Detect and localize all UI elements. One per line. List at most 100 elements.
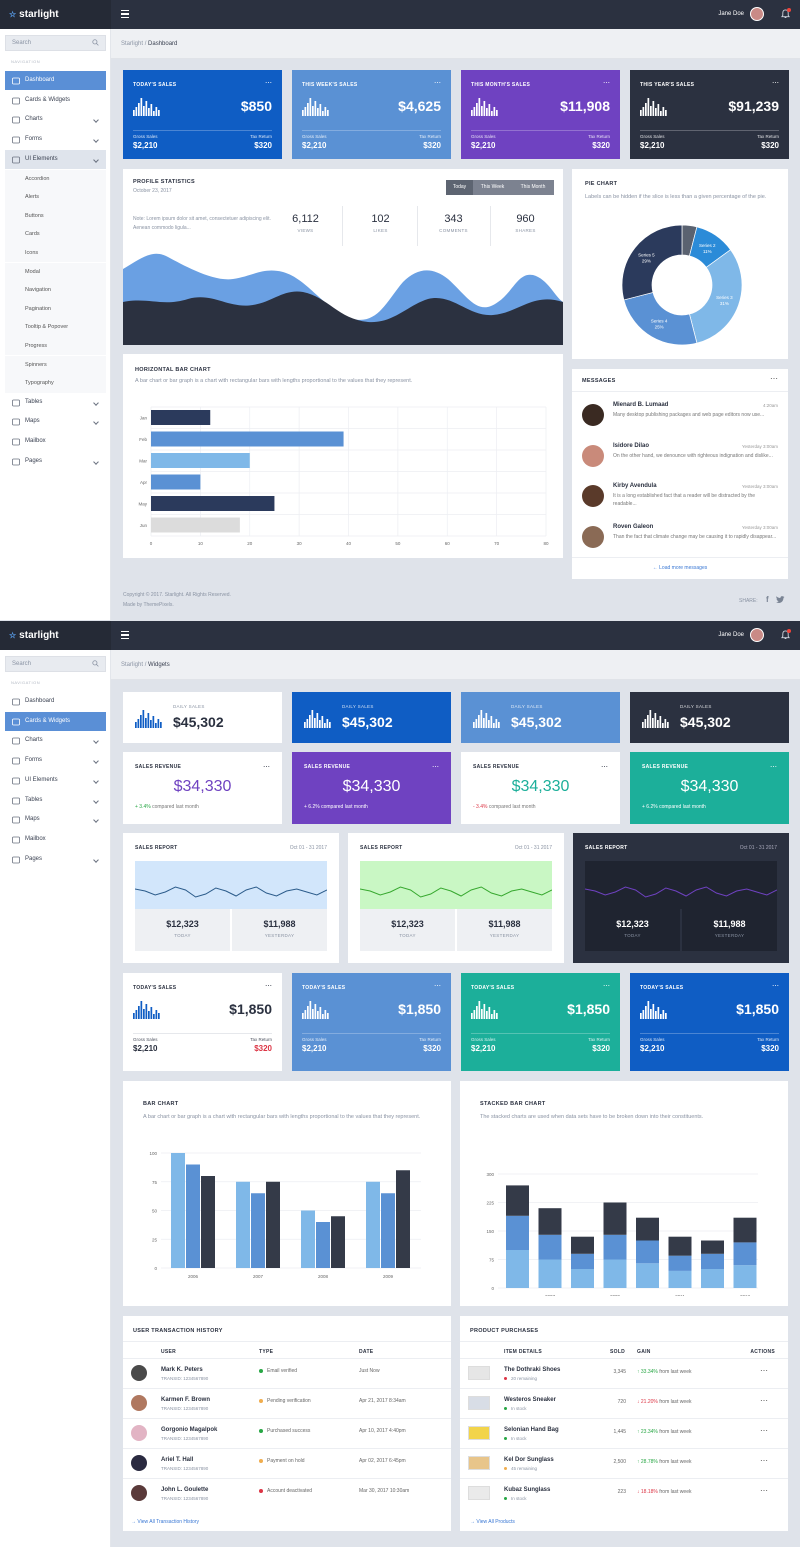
table-row[interactable]: The Dothraki Shoes 20 remaining 3,345 ↑ 33.… — [460, 1358, 788, 1388]
more-icon[interactable]: ⋯ — [434, 80, 441, 87]
sidebar-item-forms[interactable]: Forms — [5, 130, 106, 149]
logo[interactable]: ☆ starlight — [0, 621, 111, 650]
sidebar-item-maps[interactable]: Maps — [5, 810, 106, 829]
sidebar-item-mailbox[interactable]: Mailbox — [5, 432, 106, 451]
sidebar-item-tables[interactable]: Tables — [5, 791, 106, 810]
sidebar-item-pages[interactable]: Pages — [5, 850, 106, 869]
sidebar-subitem-modal[interactable]: Modal — [5, 262, 106, 281]
menu-toggle-icon[interactable] — [121, 631, 129, 639]
more-icon[interactable]: ⋯ — [434, 983, 441, 990]
message-text: On the other hand, we denounce with righ… — [613, 452, 773, 459]
more-actions-icon[interactable]: ⋯ — [760, 1456, 768, 1465]
more-icon[interactable]: ⋯ — [770, 374, 778, 383]
sidebar-item-ui-elements[interactable]: UI Elements — [5, 149, 106, 169]
more-icon[interactable]: ⋯ — [265, 983, 272, 990]
facebook-icon[interactable]: f — [766, 595, 769, 604]
card-description: The stacked charts are used when data se… — [480, 1114, 704, 1120]
sidebar-subitem-cards[interactable]: Cards — [5, 225, 106, 244]
sidebar-item-cards-widgets[interactable]: Cards & Widgets — [5, 91, 106, 110]
sidebar-subitem-icons[interactable]: Icons — [5, 243, 106, 263]
logo[interactable]: ☆ starlight — [0, 0, 111, 29]
sidebar-subitem-navigation[interactable]: Navigation — [5, 281, 106, 300]
more-icon[interactable]: ⋯ — [263, 764, 270, 771]
user-avatar[interactable] — [750, 628, 764, 642]
chevron-down-icon — [93, 137, 99, 143]
stat-title: TODAY'S SALES — [133, 82, 177, 88]
more-actions-icon[interactable]: ⋯ — [760, 1426, 768, 1435]
user-name[interactable]: Jane Doe — [718, 632, 744, 638]
sidebar-subitem-tooltip-popover[interactable]: Tooltip & Popover — [5, 318, 106, 337]
sidebar-item-charts[interactable]: Charts — [5, 110, 106, 129]
sidebar-subitem-pagination[interactable]: Pagination — [5, 299, 106, 319]
message-item[interactable]: Kirby Avendula Yesterday 3:00am It is a lo… — [582, 483, 778, 523]
sidebar-item-tables[interactable]: Tables — [5, 393, 106, 412]
table-row[interactable]: Kubaz Sunglass In stock 223 ↓ 18.18% from l… — [460, 1478, 788, 1508]
load-more-link[interactable]: ← Load more messages — [652, 565, 708, 571]
metric-label: VIEWS — [297, 228, 314, 233]
more-icon[interactable]: ⋯ — [603, 80, 610, 87]
today-label: TODAY — [624, 933, 641, 938]
table-row[interactable]: Selonian Hand Bag In stock 1,445 ↑ 23.34% f… — [460, 1418, 788, 1448]
stock-status: 45 remaining — [504, 1466, 537, 1471]
more-icon[interactable]: ⋯ — [772, 80, 779, 87]
product-image — [468, 1426, 490, 1440]
message-item[interactable]: Roven Galeon Yesterday 3:00am Than the fac… — [582, 524, 778, 564]
sidebar-item-dashboard[interactable]: Dashboard — [5, 692, 106, 711]
today-value: $12,323 — [616, 919, 649, 929]
tab-today[interactable]: Today — [446, 180, 473, 195]
view-all-transactions-link[interactable]: → View All Transaction History — [131, 1519, 199, 1525]
tab-this-week[interactable]: This Week — [473, 180, 512, 195]
bar-2009-2 — [381, 1193, 395, 1268]
sidebar-item-forms[interactable]: Forms — [5, 751, 106, 770]
table-row[interactable]: John L. Goulette TRANSID: 1234567890 Accou… — [123, 1478, 451, 1508]
divider — [471, 1033, 610, 1034]
message-item[interactable]: Isidore Dilao Yesterday 3:00am On the othe… — [582, 443, 778, 483]
sidebar-item-mailbox[interactable]: Mailbox — [5, 830, 106, 849]
search-input[interactable]: Search — [5, 656, 106, 672]
sidebar-item-charts[interactable]: Charts — [5, 731, 106, 750]
sidebar-subitem-typography[interactable]: Typography — [5, 374, 106, 393]
sidebar-item-cards-widgets[interactable]: Cards & Widgets — [5, 711, 106, 731]
message-item[interactable]: Mienard B. Lumaad 4:20am Many desktop publ… — [582, 402, 778, 442]
more-icon[interactable]: ⋯ — [601, 764, 608, 771]
more-actions-icon[interactable]: ⋯ — [760, 1366, 768, 1375]
sidebar-subitem-buttons[interactable]: Buttons — [5, 206, 106, 226]
sidebar-subitem-progress[interactable]: Progress — [5, 336, 106, 356]
table-row[interactable]: Karmen F. Brown TRANSID: 1234567890 Pendin… — [123, 1388, 451, 1418]
sidebar-item-ui-elements[interactable]: UI Elements — [5, 771, 106, 790]
more-actions-icon[interactable]: ⋯ — [760, 1396, 768, 1405]
more-actions-icon[interactable]: ⋯ — [760, 1486, 768, 1495]
sidebar-item-maps[interactable]: Maps — [5, 412, 106, 431]
tab-this-month[interactable]: This Month — [512, 180, 554, 195]
view-all-products-link[interactable]: → View All Products — [470, 1519, 515, 1525]
sidebar-subitem-accordion[interactable]: Accordion — [5, 169, 106, 188]
y-tick-label: 0 — [154, 1266, 157, 1271]
twitter-icon[interactable] — [776, 596, 785, 604]
table-row[interactable]: Ariel T. Hall TRANSID: 1234567890 Payment … — [123, 1448, 451, 1478]
more-icon[interactable]: ⋯ — [772, 983, 779, 990]
menu-toggle-icon[interactable] — [121, 10, 129, 18]
table-row[interactable]: Gorgonio Magalpok TRANSID: 1234567890 Purc… — [123, 1418, 451, 1448]
y-tick-label: Mar — [139, 459, 147, 464]
sidebar-item-dashboard[interactable]: Dashboard — [5, 71, 106, 90]
more-icon[interactable]: ⋯ — [432, 764, 439, 771]
user-name: Karmen F. Brown — [161, 1397, 211, 1403]
metric-shares: 960 SHARES — [498, 213, 553, 233]
user-name[interactable]: Jane Doe — [718, 11, 744, 17]
sidebar-item-pages[interactable]: Pages — [5, 452, 106, 471]
table-row[interactable]: Westeros Sneaker In stock 720 ↓ 21.20% from… — [460, 1388, 788, 1418]
search-input[interactable]: Search — [5, 35, 106, 51]
sidebar-subitem-spinners[interactable]: Spinners — [5, 355, 106, 374]
table-row[interactable]: Kel Dor Sunglass 45 remaining 2,500 ↑ 28.78… — [460, 1448, 788, 1478]
user-avatar[interactable] — [750, 7, 764, 21]
avatar — [582, 444, 604, 467]
more-icon[interactable]: ⋯ — [265, 80, 272, 87]
tax-label: Tax Return — [250, 1037, 272, 1042]
pie-label: Series 2 11% — [699, 243, 716, 254]
table-row[interactable]: Mark K. Peters TRANSID: 1234567890 Email v… — [123, 1358, 451, 1388]
more-icon[interactable]: ⋯ — [603, 983, 610, 990]
mini-bar — [304, 722, 306, 728]
sidebar-subitem-alerts[interactable]: Alerts — [5, 188, 106, 207]
more-icon[interactable]: ⋯ — [770, 764, 777, 771]
stack-segment-2-3 — [538, 1208, 562, 1235]
